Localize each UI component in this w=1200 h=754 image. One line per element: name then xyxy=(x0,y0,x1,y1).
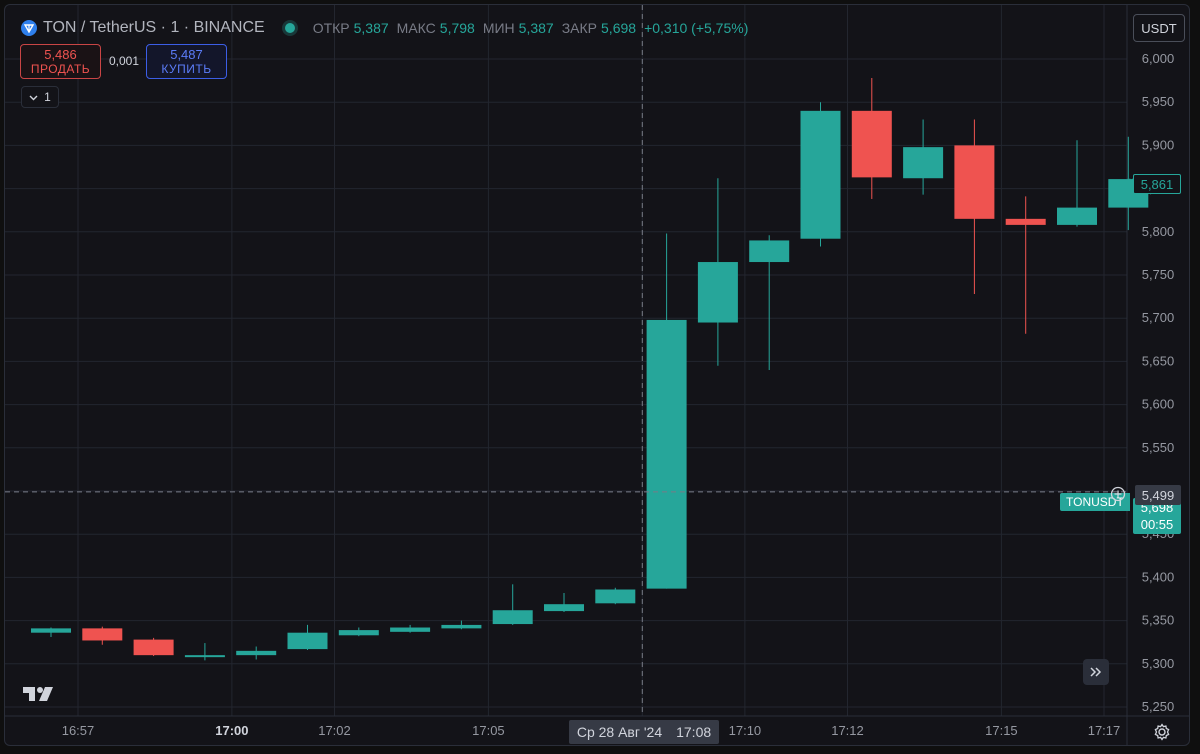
scroll-right-icon[interactable] xyxy=(1083,659,1109,685)
price-tick-label: 5,400 xyxy=(1142,569,1175,584)
time-tick-label: 17:00 xyxy=(215,723,248,738)
candle-body[interactable] xyxy=(851,110,892,178)
time-tick-label: 17:05 xyxy=(472,723,505,738)
symbol-legend: TON / TetherUS · 1 · BINANCE ОТКР 5,387 … xyxy=(21,17,752,39)
time-tick-label: 16:57 xyxy=(62,723,95,738)
ohlc-close-value: 5,698 xyxy=(601,20,637,36)
countdown: 00:55 xyxy=(1140,517,1174,532)
candle-body[interactable] xyxy=(31,628,71,633)
candle-body[interactable] xyxy=(82,628,123,641)
price-tick-label: 5,350 xyxy=(1142,613,1175,628)
ohlc-high-value: 5,798 xyxy=(439,20,475,36)
candle-body[interactable] xyxy=(287,632,328,650)
price-tag-prev: 5,861 xyxy=(1133,174,1181,194)
price-tick-label: 5,700 xyxy=(1142,310,1175,325)
time-tick-label: 17:02 xyxy=(318,723,351,738)
price-tick-label: 5,550 xyxy=(1142,440,1175,455)
time-tick-label: 17:10 xyxy=(729,723,762,738)
ohlc-open-label: ОТКР xyxy=(312,20,350,36)
ohlc-close-label: ЗАКР xyxy=(561,20,598,36)
candle-body[interactable] xyxy=(492,610,533,625)
ohlc-low-label: МИН xyxy=(482,20,515,36)
crosshair-date: Ср 28 Авг '24 xyxy=(576,724,663,740)
buy-label: КУПИТЬ xyxy=(161,61,212,76)
candle-body[interactable] xyxy=(646,319,687,589)
candle-body[interactable] xyxy=(338,630,379,636)
chart-frame: 6,0005,9505,9005,8505,8005,7505,7005,650… xyxy=(4,4,1190,746)
candle-body[interactable] xyxy=(184,655,225,658)
candle-body[interactable] xyxy=(697,262,738,323)
crosshair-time-tag: Ср 28 Авг '24 17:08 xyxy=(569,720,719,744)
candle-body[interactable] xyxy=(1005,218,1046,225)
status-dot-icon xyxy=(284,23,295,33)
candle-body[interactable] xyxy=(544,604,584,612)
price-tick-label: 5,650 xyxy=(1142,353,1175,368)
price-tick-label: 5,750 xyxy=(1142,267,1175,282)
sell-button[interactable]: 5,486 ПРОДАТЬ xyxy=(20,44,101,79)
candlestick-chart[interactable]: 6,0005,9505,9005,8505,8005,7505,7005,650… xyxy=(5,5,1189,745)
time-tick-label: 17:17 xyxy=(1088,723,1121,738)
spread-value: 0,001 xyxy=(109,54,140,68)
plus-circle-icon[interactable] xyxy=(1109,485,1127,503)
ohlc-values: ОТКР 5,387 МАКС 5,798 МИН 5,387 ЗАКР 5,6… xyxy=(313,20,753,36)
price-tick-label: 5,950 xyxy=(1142,94,1175,109)
candle-body[interactable] xyxy=(595,589,636,604)
symbol-title[interactable]: TON / TetherUS · 1 · BINANCE xyxy=(43,19,265,36)
price-tick-label: 5,900 xyxy=(1142,137,1175,152)
chevron-down-icon xyxy=(29,90,38,104)
candle-body[interactable] xyxy=(133,639,174,656)
price-tick-label: 6,000 xyxy=(1142,51,1175,66)
currency-selector[interactable]: USDT xyxy=(1133,14,1185,42)
candle-body[interactable] xyxy=(236,650,277,656)
ohlc-change: +0,310 (+5,75%) xyxy=(644,20,749,36)
collapse-count: 1 xyxy=(44,90,51,104)
sell-price: 5,486 xyxy=(44,46,77,62)
buy-button[interactable]: 5,487 КУПИТЬ xyxy=(146,44,227,79)
price-tick-label: 5,250 xyxy=(1142,699,1175,714)
candle-body[interactable] xyxy=(749,240,790,263)
ohlc-open-value: 5,387 xyxy=(353,20,389,36)
buy-price: 5,487 xyxy=(170,46,203,62)
candle-body[interactable] xyxy=(1057,207,1097,225)
crosshair-time: 17:08 xyxy=(676,724,712,740)
crosshair-price-tag: 5,499 xyxy=(1135,485,1181,505)
candle-body[interactable] xyxy=(954,145,995,219)
time-tick-label: 17:12 xyxy=(831,723,864,738)
candle-body[interactable] xyxy=(441,624,482,629)
price-tick-label: 5,800 xyxy=(1142,224,1175,239)
price-tick-label: 5,300 xyxy=(1142,656,1175,671)
candle-body[interactable] xyxy=(800,110,841,239)
ohlc-high-label: МАКС xyxy=(396,20,436,36)
legend-collapse-button[interactable]: 1 xyxy=(21,86,59,108)
time-tick-label: 17:15 xyxy=(985,723,1018,738)
sell-label: ПРОДАТЬ xyxy=(30,61,91,76)
candle-body[interactable] xyxy=(903,147,944,179)
ohlc-low-value: 5,387 xyxy=(518,20,554,36)
price-tick-label: 5,600 xyxy=(1142,397,1175,412)
gear-icon[interactable] xyxy=(1151,721,1173,743)
ton-logo-icon xyxy=(21,20,37,36)
tradingview-logo-icon[interactable] xyxy=(23,686,57,707)
candle-body[interactable] xyxy=(390,627,431,632)
